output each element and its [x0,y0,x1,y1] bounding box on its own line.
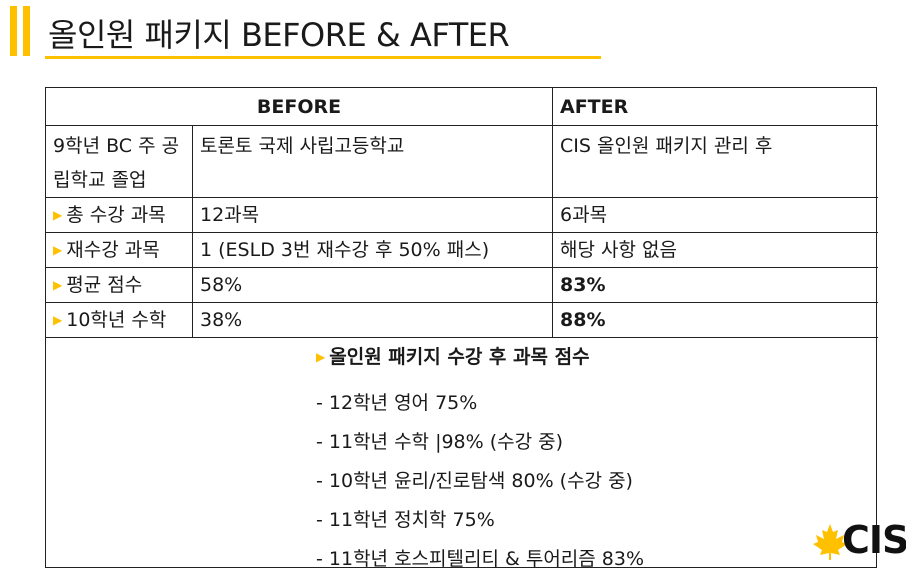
maple-leaf-icon [813,524,847,560]
list-item: - 11학년 정치학 75% [316,509,495,531]
list-item: - 11학년 수학 |98% (수강 중) [316,431,564,453]
accent-bar [23,6,30,56]
row-before: 1 (ESLD 3번 재수강 후 50% 패스) [193,233,553,268]
list-item: - 10학년 윤리/진로탐색 80% (수강 중) [316,470,633,492]
cis-logo: CIS [812,518,906,562]
header-before: BEFORE [46,88,553,126]
summary-list: - 12학년 영어 75% - 11학년 수학 |98% (수강 중) - 10… [316,384,644,575]
title-accent-bars [10,6,32,56]
bullet-triangle-icon: ▶ [53,313,63,327]
row-label: ▶ 평균 점수 [46,268,193,303]
bullet-triangle-icon: ▶ [53,208,63,222]
row-after: 83% [553,268,878,303]
bullet-triangle-icon: ▶ [53,278,63,292]
profile-before: 토론토 국제 사립고등학교 [193,126,553,198]
summary-heading: ▶ 올인원 패키지 수강 후 과목 점수 [316,346,590,368]
comparison-table: BEFORE AFTER 9학년 BC 주 공립학교 졸업 토론토 국제 사립고… [45,87,878,570]
row-after: 해당 사항 없음 [553,233,878,268]
score-summary: ▶ 올인원 패키지 수강 후 과목 점수 - 12학년 영어 75% - 11학년… [46,338,878,570]
list-item: - 11학년 호스피텔리티 & 투어리즘 83% [316,548,645,570]
profile-after: CIS 올인원 패키지 관리 후 [553,126,878,198]
row-label: ▶ 총 수강 과목 [46,198,193,233]
row-before: 38% [193,303,553,338]
row-before: 58% [193,268,553,303]
row-before: 12과목 [193,198,553,233]
header-after: AFTER [553,88,878,126]
profile-label: 9학년 BC 주 공립학교 졸업 [46,126,193,198]
row-label: ▶ 10학년 수학 [46,303,193,338]
list-item: - 12학년 영어 75% [316,392,478,414]
bullet-triangle-icon: ▶ [53,243,63,257]
logo-text: CIS [842,518,906,562]
row-after: 88% [553,303,878,338]
accent-bar [10,6,17,56]
row-label: ▶ 재수강 과목 [46,233,193,268]
row-after: 6과목 [553,198,878,233]
page-title: 올인원 패키지 BEFORE & AFTER [48,16,510,54]
title-underline [45,56,601,59]
bullet-triangle-icon: ▶ [316,350,326,364]
